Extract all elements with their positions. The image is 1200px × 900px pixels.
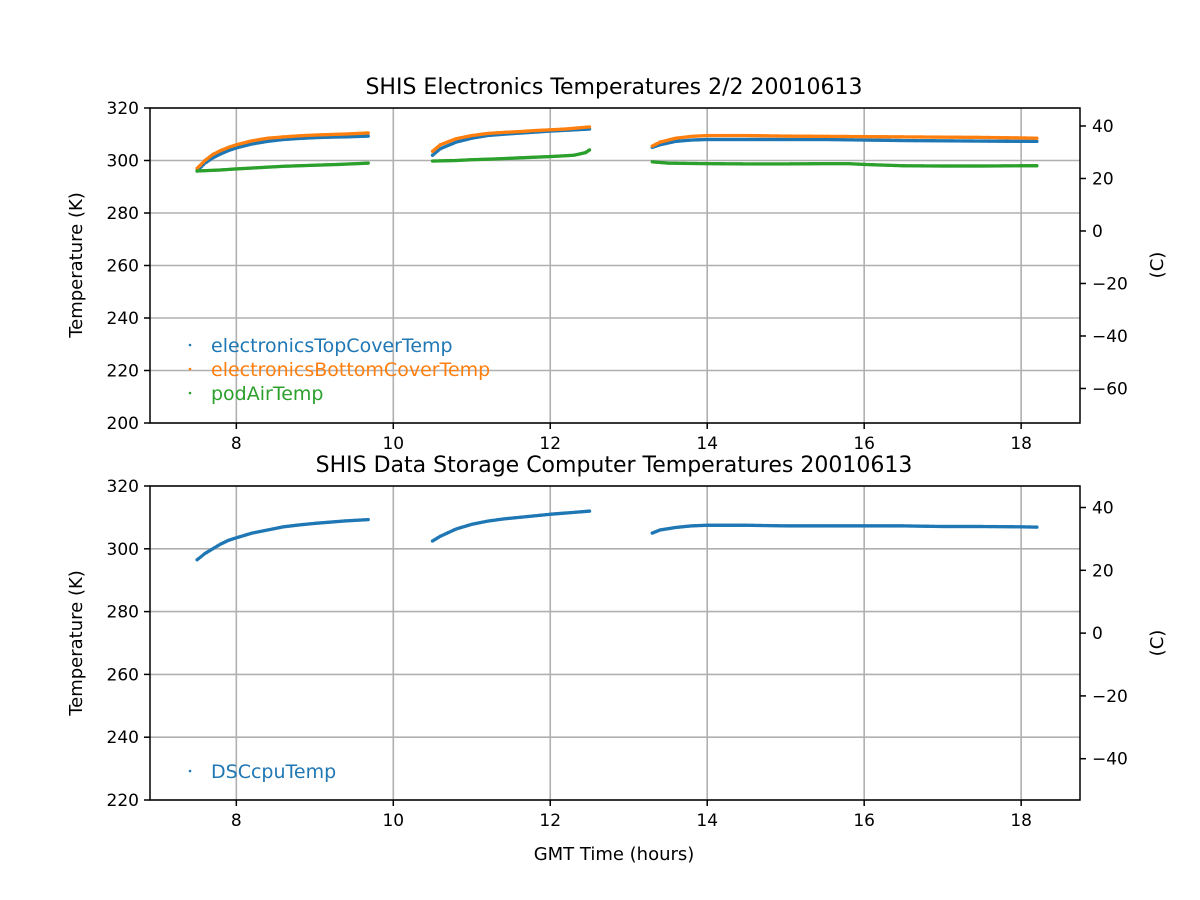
plot-frame bbox=[149, 485, 1081, 801]
x-tick-label: 18 bbox=[1010, 811, 1032, 831]
data-point bbox=[587, 125, 592, 129]
y-tick-label: 320 bbox=[107, 99, 139, 119]
data-point bbox=[366, 161, 370, 165]
x-tick-label: 14 bbox=[696, 811, 718, 831]
data-point bbox=[1035, 136, 1039, 140]
legend-marker bbox=[188, 769, 192, 773]
x-axis-label: GMT Time (hours) bbox=[534, 844, 695, 865]
legend-marker bbox=[188, 391, 192, 395]
y2-tick-label: −40 bbox=[1092, 750, 1128, 770]
y2-tick-label: 40 bbox=[1092, 499, 1114, 519]
legend: DSCcpuTemp bbox=[188, 761, 336, 783]
y-tick-label: 260 bbox=[107, 665, 139, 685]
y2-tick-label: −60 bbox=[1092, 379, 1128, 399]
series-DSCcpuTemp bbox=[195, 509, 1039, 562]
y2-axis-label: (C) bbox=[1147, 630, 1168, 657]
data-point bbox=[366, 517, 370, 522]
y2-tick-label: 0 bbox=[1092, 624, 1103, 644]
data-point bbox=[587, 148, 592, 152]
data-point bbox=[366, 134, 370, 138]
legend-label: podAirTemp bbox=[211, 383, 323, 405]
y-axis-label: Temperature (K) bbox=[66, 192, 87, 339]
y-tick-label: 320 bbox=[107, 477, 139, 497]
y-tick-label: 300 bbox=[107, 152, 139, 172]
y2-tick-label: 40 bbox=[1092, 117, 1114, 137]
panel-data-storage: SHIS Data Storage Computer Temperatures … bbox=[66, 453, 1168, 865]
chart-title: SHIS Electronics Temperatures 2/2 200106… bbox=[365, 75, 862, 100]
panel-electronics: SHIS Electronics Temperatures 2/2 200106… bbox=[66, 75, 1168, 454]
x-tick-label: 10 bbox=[382, 434, 404, 454]
x-tick-label: 8 bbox=[231, 434, 242, 454]
y2-tick-label: 20 bbox=[1092, 561, 1114, 581]
x-tick-label: 12 bbox=[539, 811, 561, 831]
y-tick-label: 280 bbox=[107, 603, 139, 623]
chart-title: SHIS Data Storage Computer Temperatures … bbox=[316, 453, 913, 478]
y-tick-label: 200 bbox=[107, 414, 139, 434]
y2-tick-label: −20 bbox=[1092, 687, 1128, 707]
data-point bbox=[1035, 139, 1039, 144]
legend-label: DSCcpuTemp bbox=[211, 761, 336, 783]
y2-tick-label: 20 bbox=[1092, 169, 1114, 189]
x-tick-label: 14 bbox=[696, 434, 718, 454]
x-tick-label: 16 bbox=[853, 434, 875, 454]
legend-marker bbox=[188, 367, 192, 371]
x-tick-label: 8 bbox=[231, 811, 242, 831]
legend-label: electronicsBottomCoverTemp bbox=[211, 359, 490, 381]
y-tick-label: 220 bbox=[107, 791, 139, 811]
legend-label: electronicsTopCoverTemp bbox=[211, 335, 453, 357]
data-point bbox=[1035, 525, 1039, 529]
y2-tick-label: 0 bbox=[1092, 222, 1103, 242]
y-tick-label: 280 bbox=[107, 204, 139, 224]
y2-tick-label: −40 bbox=[1092, 327, 1128, 347]
data-point bbox=[1035, 164, 1039, 168]
x-tick-label: 10 bbox=[382, 811, 404, 831]
plot-area: 8 10 12 14 16 18200220240260280300320−60−40−2… bbox=[107, 99, 1128, 454]
plot-area: 8 10 12 14 16 18 220 240 260 280 300 320 −40 −20 0 20 40… bbox=[107, 477, 1128, 831]
series-podAirTemp bbox=[195, 148, 1039, 173]
data-point bbox=[587, 509, 592, 513]
data-point bbox=[366, 131, 370, 135]
x-tick-label: 12 bbox=[539, 434, 561, 454]
y-tick-label: 240 bbox=[107, 728, 139, 748]
series-electronicsBottomCoverTemp bbox=[195, 125, 1039, 171]
y-tick-label: 240 bbox=[107, 309, 139, 329]
x-tick-label: 16 bbox=[853, 811, 875, 831]
y-axis-label: Temperature (K) bbox=[66, 570, 87, 717]
x-tick-label: 18 bbox=[1010, 434, 1032, 454]
legend: electronicsTopCoverTempelectronicsBottom… bbox=[188, 335, 490, 405]
legend-marker bbox=[188, 343, 192, 347]
y-tick-label: 220 bbox=[107, 362, 139, 382]
y2-axis-label: (C) bbox=[1147, 252, 1168, 279]
y-tick-label: 260 bbox=[107, 257, 139, 277]
y-tick-label: 300 bbox=[107, 540, 139, 560]
y2-tick-label: −20 bbox=[1092, 274, 1128, 294]
